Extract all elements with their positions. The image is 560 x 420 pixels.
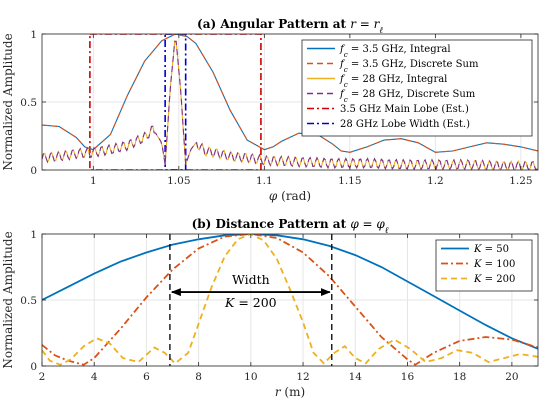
legend-entry-0-text: = 3.5 GHz, Integral — [348, 44, 451, 55]
width-annotation-value-symbol: K — [224, 295, 235, 310]
x-axis-label: φ (rad) — [269, 189, 311, 203]
panel-b-distance-pattern: Width K = 200 2 4 6 8 10 12 14 16 18 20 0 0.5 1 (b) Dis… — [1, 217, 539, 399]
chart-title-prefix: (b) Distance Pattern at — [192, 217, 351, 231]
legend-entry-2-symbol: K — [473, 274, 482, 285]
x-tick-label: 1.05 — [167, 175, 190, 187]
legend-entry-2-text: = 28 GHz, Integral — [348, 74, 448, 85]
x-tick-label: 2 — [39, 371, 46, 383]
x-axis-label-symbol: φ — [269, 189, 278, 203]
legend-box — [301, 39, 533, 137]
plot-content — [42, 234, 538, 366]
x-tick-label: 10 — [244, 371, 257, 383]
legend-entry-3-subscript: c — [344, 95, 348, 104]
legend-entry-2: K = 200 — [473, 274, 515, 285]
x-tick-label: 8 — [195, 371, 202, 383]
legend-entry-0: K = 50 — [473, 244, 509, 255]
x-tick-label: 4 — [91, 371, 98, 383]
width-annotation-label: Width — [232, 272, 270, 287]
chart-title: (a) Angular Pattern at r = rℓ — [197, 17, 383, 36]
panel-a-angular-pattern: 1 1.05 1.1 1.15 1.2 1.25 0 0.5 1 (a) Angular Patt… — [1, 17, 539, 203]
chart-title: (b) Distance Pattern at φ = φℓ — [192, 217, 389, 236]
lobe-estimate-box-0 — [89, 34, 262, 170]
y-axis-label: Normalized Amplitude — [1, 231, 15, 368]
legend-entry-2-text: = 200 — [481, 274, 515, 285]
legend-entry-4: 3.5 GHz Main Lobe (Est.) — [340, 104, 469, 115]
x-tick-label: 1.25 — [509, 175, 532, 187]
x-axis-label-text: (rad) — [277, 189, 311, 203]
legend-entry-4-text: 3.5 GHz Main Lobe (Est.) — [340, 104, 469, 115]
chart-title-math: φ = φ — [350, 217, 385, 231]
x-tick-label: 1 — [90, 175, 97, 187]
x-axis-label: r (m) — [275, 385, 305, 399]
legend-entry-5-text: 28 GHz Lobe Width (Est.) — [340, 119, 470, 130]
x-tick-label: 14 — [349, 371, 363, 383]
plot-content — [42, 34, 538, 170]
chart-title-subscript: ℓ — [379, 26, 383, 36]
legend-entry-5: 28 GHz Lobe Width (Est.) — [340, 119, 470, 130]
x-tick-label: 6 — [143, 371, 150, 383]
x-axis-label-symbol: r — [275, 385, 282, 399]
y-tick-label: 0.5 — [20, 295, 37, 307]
chart-title-prefix: (a) Angular Pattern at — [197, 17, 350, 31]
chart-title-subscript: ℓ — [385, 226, 389, 236]
legend-entry-1-symbol: K — [473, 259, 482, 270]
y-axis-label: Normalized Amplitude — [1, 33, 15, 170]
x-tick-label: 12 — [296, 371, 309, 383]
x-axis-label-text: (m) — [281, 385, 306, 399]
legend-entry-0-symbol: K — [473, 244, 482, 255]
legend-entry-0: fc = 3.5 GHz, Integral — [339, 44, 451, 59]
x-tick-label: 1.2 — [427, 175, 444, 187]
y-tick-label: 0.5 — [20, 97, 37, 109]
series-line-3 — [42, 40, 538, 170]
series-line-2 — [42, 234, 538, 366]
legend-entry-3: fc = 28 GHz, Discrete Sum — [339, 89, 476, 104]
x-tick-label: 20 — [505, 371, 518, 383]
series-line-1 — [42, 34, 538, 153]
legend-entry-1-subscript: c — [344, 65, 348, 74]
x-tick-label: 16 — [401, 371, 415, 383]
legend-entry-1-text: = 3.5 GHz, Discrete Sum — [348, 59, 479, 70]
legend-entry-1: fc = 3.5 GHz, Discrete Sum — [339, 59, 479, 74]
legend-entry-2: fc = 28 GHz, Integral — [339, 74, 447, 89]
legend-entry-1-text: = 100 — [481, 259, 515, 270]
legend-entry-1-symbol: f — [339, 59, 346, 70]
x-tick-label: 1.1 — [256, 175, 273, 187]
series-line-1 — [42, 234, 538, 366]
legend-entry-0-symbol: f — [339, 44, 346, 55]
legend-entry-1: K = 100 — [473, 259, 515, 270]
legend-entry-0-subscript: c — [344, 50, 348, 59]
width-annotation-value-text: = 200 — [234, 295, 276, 310]
y-tick-label: 0 — [30, 165, 37, 177]
y-tick-label: 0 — [30, 361, 37, 373]
chart-title-math: r = r — [350, 17, 380, 31]
y-tick-label: 1 — [30, 29, 37, 41]
legend-entry-3-symbol: f — [339, 89, 346, 100]
series-line-0 — [42, 234, 538, 350]
legend-entry-2-symbol: f — [339, 74, 346, 85]
x-tick-label: 18 — [453, 371, 466, 383]
y-tick-label: 1 — [30, 229, 37, 241]
legend-entry-2-subscript: c — [344, 80, 348, 89]
legend-entry-3-text: = 28 GHz, Discrete Sum — [348, 89, 476, 100]
x-tick-label: 1.15 — [338, 175, 361, 187]
lobe-estimate-box-1 — [164, 34, 187, 170]
legend-entry-0-text: = 50 — [481, 244, 508, 255]
width-annotation-value: K = 200 — [224, 295, 277, 310]
